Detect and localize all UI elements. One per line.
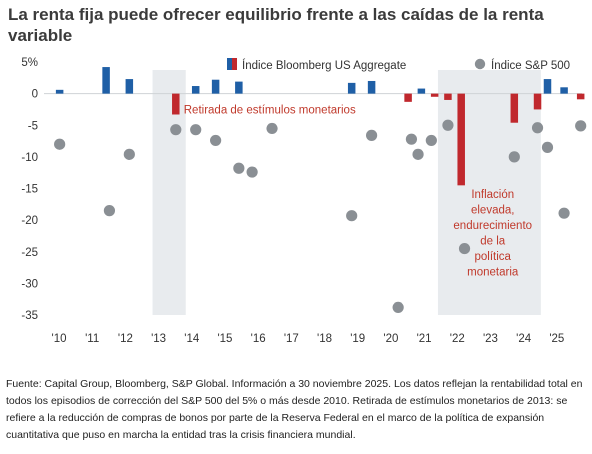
bond-bar	[211, 79, 220, 94]
stock-dot	[190, 124, 202, 136]
annotation-taper: Retirada de estímulos monetarios	[184, 104, 356, 116]
x-tick-label: '19	[350, 333, 365, 345]
bond-bar	[102, 67, 110, 94]
x-tick-label: '25	[549, 333, 564, 345]
bond-bar	[533, 93, 542, 110]
bond-bar	[560, 87, 568, 94]
shaded-period-1	[437, 70, 541, 315]
x-tick-label: '17	[284, 333, 299, 345]
annotation-inflation-line: política	[475, 251, 512, 263]
bond-bar	[347, 82, 356, 94]
x-tick-label: '14	[184, 333, 200, 345]
bond-bar	[404, 93, 412, 102]
bond-bar	[444, 93, 452, 100]
y-tick-label: -35	[21, 310, 38, 322]
annotation-inflation-line: Inflación	[471, 189, 514, 201]
stock-dot	[392, 301, 404, 314]
x-tick-label: '11	[85, 333, 99, 345]
chart-title: La renta fija puede ofrecer equilibrio f…	[8, 5, 544, 45]
bond-bar	[125, 79, 134, 94]
x-tick-label: '22	[450, 333, 465, 345]
y-tick-label: -20	[21, 215, 38, 227]
stock-dot	[405, 133, 418, 145]
x-tick-label: '12	[118, 333, 133, 345]
legend: Índice Bloomberg US Aggregate Índice S&P …	[227, 58, 570, 72]
legend-bar-red	[232, 58, 237, 70]
x-tick-label: '16	[251, 333, 266, 345]
dot-layer	[54, 119, 587, 314]
y-tick-label: 5%	[21, 57, 38, 69]
annotation-inflation-line: monetaria	[467, 266, 519, 278]
stock-dot	[210, 134, 222, 147]
x-tick-label: '23	[483, 333, 498, 345]
x-tick-label: '13	[151, 333, 166, 345]
ytick-layer: 5% 0 -5 -10 -15 -20 -25 -30 -35	[21, 57, 38, 322]
bond-bar	[191, 86, 200, 94]
legend-dot	[474, 58, 486, 70]
stock-dot	[541, 141, 554, 153]
stock-dot	[246, 166, 258, 178]
annotation-layer: Retirada de estímulos monetarios Inflació…	[184, 104, 532, 278]
bond-bar	[417, 88, 426, 94]
y-tick-label: -15	[21, 184, 38, 196]
x-tick-label: '24	[516, 333, 532, 345]
stock-dot	[103, 205, 116, 217]
bond-bar	[543, 79, 552, 94]
stock-dot	[233, 162, 245, 174]
stock-dot	[266, 122, 278, 135]
bond-bar	[235, 81, 243, 94]
annotation-inflation-line: endurecimiento	[453, 220, 532, 232]
stock-dot	[458, 242, 471, 255]
legend-bar-blue	[227, 58, 232, 70]
stock-dot	[366, 129, 378, 141]
xtick-layer: '10 '11 '12 '13 '14 '15 '16 '17 '18 '19 '20 '21 '22 '…	[52, 333, 565, 345]
bond-bar	[367, 80, 376, 94]
stock-dot	[508, 151, 520, 163]
annotation-inflation-line: de la	[480, 235, 506, 247]
bond-bar	[576, 93, 585, 100]
shade-layer	[152, 70, 541, 315]
y-tick-label: -5	[28, 120, 38, 132]
source-note: Fuente: Capital Group, Bloomberg, S&P Gl…	[6, 378, 583, 441]
bond-bar	[55, 89, 64, 94]
y-tick-label: 0	[32, 89, 38, 101]
stock-dot	[412, 148, 424, 160]
stock-dot	[54, 138, 66, 150]
bond-bar	[457, 93, 465, 186]
bar-layer	[55, 67, 585, 186]
x-tick-label: '15	[217, 333, 232, 345]
stock-dot	[442, 119, 454, 131]
stock-dot	[531, 122, 544, 134]
legend-label-stock: Índice S&P 500	[491, 59, 570, 72]
shaded-period-0	[152, 70, 186, 315]
x-tick-label: '18	[317, 333, 332, 345]
stock-dot	[575, 120, 587, 132]
legend-label-bond: Índice Bloomberg US Aggregate	[242, 59, 406, 72]
bond-bar	[172, 93, 180, 115]
x-tick-label: '10	[52, 333, 67, 345]
y-tick-label: -25	[21, 247, 38, 259]
stock-dot	[425, 134, 437, 147]
bond-bar	[510, 93, 519, 123]
stock-dot	[170, 124, 182, 136]
bond-bar	[430, 93, 439, 97]
x-tick-label: '20	[383, 333, 398, 345]
y-tick-label: -30	[21, 278, 38, 290]
annotation-inflation-line: elevada,	[471, 204, 514, 216]
stock-dot	[123, 148, 135, 160]
stock-dot	[346, 210, 358, 222]
y-tick-label: -10	[21, 152, 38, 164]
chart-svg: 5%0-5-10-15-20-25-30-35 '10'11'12'13'14 '…	[21, 57, 587, 345]
stock-dot	[558, 207, 570, 219]
x-tick-label: '21	[417, 333, 432, 345]
